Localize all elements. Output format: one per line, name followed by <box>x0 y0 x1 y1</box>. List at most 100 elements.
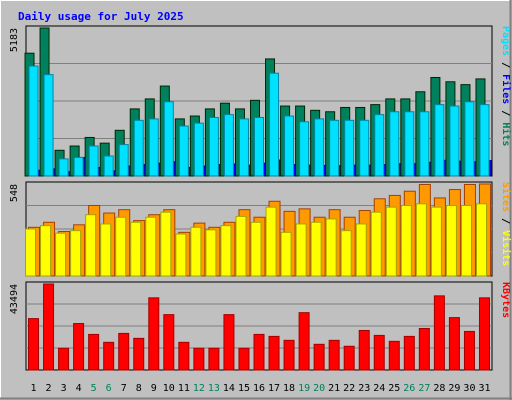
legend-part: / <box>500 56 511 74</box>
panel-hits-files-pages: 5183 Pages / Files / Hits <box>9 25 512 177</box>
bar-sites-day-22 <box>340 230 352 277</box>
bar-pages-day-27 <box>419 111 430 177</box>
bar-kbytes-day-19 <box>298 312 310 371</box>
bar-sites-day-7 <box>115 216 127 277</box>
legend-part: KBytes <box>500 282 511 318</box>
legend-part: / <box>500 104 511 122</box>
bar-sites-day-10 <box>160 211 172 277</box>
bar-pages-day-21 <box>329 119 340 177</box>
bar-pages-day-8 <box>133 119 144 177</box>
bar-pages-day-19 <box>299 121 310 177</box>
bar-sites-day-20 <box>310 221 322 277</box>
panel-legend: Pages / Files / Hits <box>500 26 512 146</box>
panel-max-label: 43494 <box>9 284 20 314</box>
x-tick-label-day-11: 11 <box>178 383 190 394</box>
bar-kbytes-day-17 <box>268 335 280 371</box>
bar-kbytes-day-16 <box>253 333 265 371</box>
bar-sites-day-9 <box>145 216 157 277</box>
bar-kbytes-day-15 <box>238 347 250 371</box>
bar-kbytes-day-24 <box>373 334 385 371</box>
bar-kbytes-day-11 <box>178 341 190 371</box>
bar-kbytes-day-13 <box>208 347 220 371</box>
bar-sites-day-30 <box>460 204 472 277</box>
bar-pages-day-3 <box>58 158 69 177</box>
legend-part: Pages <box>500 26 511 56</box>
bar-sites-day-2 <box>40 225 52 277</box>
x-tick-label-day-26: 26 <box>403 383 415 394</box>
legend-part: Visits <box>500 230 512 266</box>
bar-kbytes-day-29 <box>448 317 460 371</box>
bar-kbytes-day-23 <box>358 329 370 371</box>
x-tick-label-day-29: 29 <box>448 383 460 394</box>
bar-sites-day-13 <box>205 229 217 277</box>
bar-sites-day-3 <box>55 232 67 277</box>
bar-pages-day-24 <box>374 114 385 177</box>
x-tick-label-day-25: 25 <box>388 383 400 394</box>
bar-sites-day-25 <box>385 206 397 277</box>
x-tick-label-day-31: 31 <box>478 383 490 394</box>
bar-pages-day-31 <box>479 104 490 177</box>
x-axis-day-labels: 1 2 3 4 5 6 7 8 9 10 11 12 13 14 15 16 17 18 19 20 21 22 23 24 2… <box>31 383 491 394</box>
bar-pages-day-12 <box>193 122 204 177</box>
x-tick-label-day-27: 27 <box>418 383 430 394</box>
bar-sites-day-29 <box>445 204 457 277</box>
bar-sites-day-21 <box>325 218 337 277</box>
bar-pages-day-6 <box>103 155 114 177</box>
bar-sites-day-1 <box>25 228 37 277</box>
bar-kbytes-day-3 <box>58 347 70 371</box>
x-tick-label-day-22: 22 <box>343 383 355 394</box>
bar-pages-day-18 <box>284 115 295 177</box>
legend-part: Sites <box>500 182 512 212</box>
bar-sites-day-15 <box>235 215 247 277</box>
bar-kbytes-day-27 <box>418 327 430 371</box>
bar-sites-day-11 <box>175 233 187 277</box>
panel-legend: Sites / Visits <box>500 182 512 266</box>
x-tick-label-day-4: 4 <box>76 383 82 394</box>
bar-kbytes-day-4 <box>73 323 85 371</box>
bar-sites-day-19 <box>295 223 307 277</box>
x-tick-label-day-8: 8 <box>136 383 142 394</box>
x-tick-label-day-16: 16 <box>253 383 265 394</box>
bar-pages-day-9 <box>148 118 159 177</box>
bar-sites-day-14 <box>220 225 232 277</box>
bar-kbytes-day-30 <box>463 330 475 371</box>
bar-kbytes-day-9 <box>148 297 160 371</box>
bar-sites-day-26 <box>400 204 412 277</box>
bar-kbytes-day-25 <box>388 340 400 371</box>
bar-pages-day-26 <box>404 111 415 177</box>
bar-kbytes-day-20 <box>313 343 325 371</box>
bar-sites-day-18 <box>280 231 292 277</box>
bar-kbytes-day-22 <box>343 345 355 371</box>
x-tick-label-day-5: 5 <box>91 383 97 394</box>
x-tick-label-day-21: 21 <box>328 383 340 394</box>
bar-pages-day-23 <box>359 119 370 177</box>
bar-kbytes-day-12 <box>193 347 205 371</box>
bar-pages-day-28 <box>434 104 445 177</box>
x-tick-label-day-14: 14 <box>223 383 235 394</box>
bar-sites-day-27 <box>415 203 427 277</box>
x-tick-label-day-24: 24 <box>373 383 385 394</box>
bar-pages-day-7 <box>118 144 129 177</box>
panel-legend: KBytes <box>500 282 511 318</box>
x-tick-label-day-9: 9 <box>151 383 157 394</box>
panel-max-label: 548 <box>9 184 20 202</box>
bar-sites-day-17 <box>265 206 277 277</box>
bar-pages-day-10 <box>163 101 174 177</box>
x-tick-label-day-15: 15 <box>238 383 250 394</box>
bar-sites-day-6 <box>100 223 112 277</box>
bar-pages-day-25 <box>389 111 400 177</box>
panel-max-label: 5183 <box>9 28 20 52</box>
chart-title: Daily usage for July 2025 <box>18 10 184 23</box>
bar-pages-day-11 <box>178 125 189 177</box>
bar-pages-day-4 <box>73 156 84 177</box>
bar-sites-day-8 <box>130 221 142 277</box>
x-tick-label-day-17: 17 <box>268 383 280 394</box>
bar-kbytes-day-18 <box>283 339 295 371</box>
bar-pages-day-13 <box>208 116 219 177</box>
bar-kbytes-day-28 <box>433 295 445 371</box>
bar-kbytes-day-6 <box>103 341 115 371</box>
bar-kbytes-day-31 <box>478 297 490 371</box>
bar-kbytes-day-2 <box>43 283 55 371</box>
x-tick-label-day-1: 1 <box>31 383 37 394</box>
